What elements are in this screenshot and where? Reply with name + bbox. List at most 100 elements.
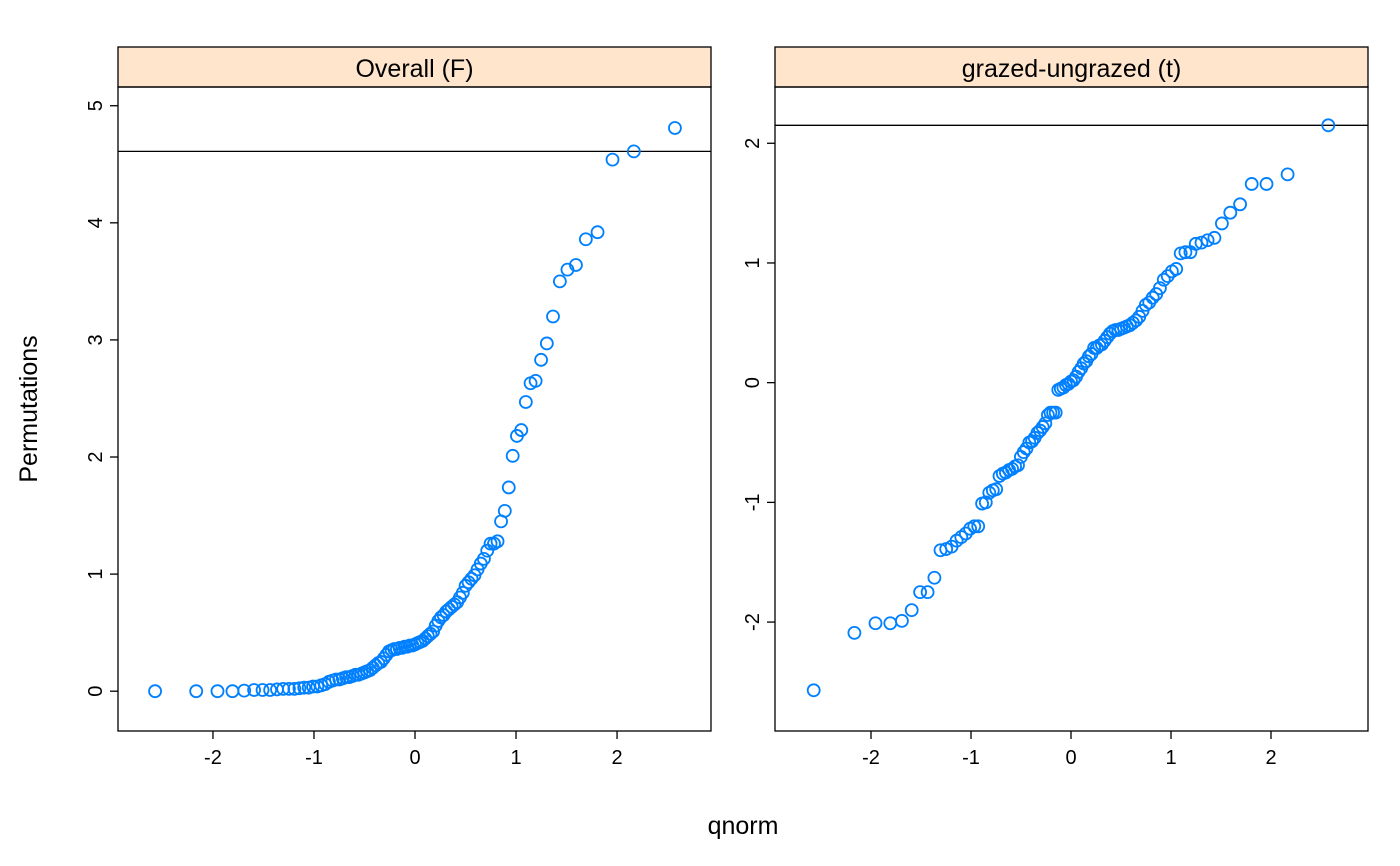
point bbox=[255, 683, 270, 697]
point bbox=[982, 485, 997, 500]
point bbox=[483, 536, 498, 551]
y-tick-label: 4 bbox=[85, 217, 107, 228]
point bbox=[578, 232, 593, 247]
point bbox=[1129, 313, 1143, 328]
point bbox=[668, 121, 682, 135]
x-tick-label: -2 bbox=[204, 747, 222, 769]
point bbox=[477, 551, 491, 566]
point bbox=[148, 684, 162, 699]
point bbox=[464, 571, 479, 586]
x-tick-label: -2 bbox=[862, 747, 880, 769]
point bbox=[1153, 281, 1167, 296]
x-tick-label: -1 bbox=[305, 747, 323, 769]
point bbox=[895, 613, 909, 628]
point bbox=[605, 152, 620, 167]
y-tick-label: 5 bbox=[85, 100, 107, 111]
point bbox=[1011, 458, 1025, 473]
y-tick-label: 0 bbox=[742, 377, 764, 388]
point bbox=[1138, 297, 1153, 312]
x-tick-label: 1 bbox=[510, 747, 521, 769]
point bbox=[883, 616, 898, 631]
point bbox=[501, 480, 516, 495]
x-tick-label: -1 bbox=[962, 747, 980, 769]
panel-frame bbox=[774, 86, 1369, 732]
strip-title: Overall (F) bbox=[355, 55, 473, 83]
y-tick-label: 2 bbox=[742, 138, 764, 149]
point bbox=[904, 603, 919, 618]
point bbox=[287, 681, 302, 696]
strip bbox=[117, 46, 712, 88]
strip bbox=[774, 46, 1369, 88]
point bbox=[913, 585, 927, 600]
strip-title: grazed-ungrazed (t) bbox=[962, 55, 1182, 83]
point bbox=[920, 585, 935, 600]
y-axis-label: Permutations bbox=[15, 335, 43, 482]
point bbox=[455, 585, 470, 600]
point bbox=[546, 309, 560, 324]
point bbox=[626, 144, 641, 159]
point bbox=[1169, 262, 1184, 276]
point bbox=[534, 352, 548, 367]
x-tick-label: 1 bbox=[1165, 747, 1176, 769]
point bbox=[282, 681, 296, 696]
y-tick-label: 2 bbox=[85, 451, 107, 462]
panel-frame bbox=[117, 86, 712, 732]
point bbox=[1156, 272, 1171, 287]
point bbox=[806, 683, 821, 698]
point bbox=[247, 683, 261, 697]
point bbox=[225, 684, 240, 699]
point bbox=[1280, 167, 1295, 182]
y-tick-label: 1 bbox=[85, 569, 107, 580]
point bbox=[497, 503, 512, 518]
point bbox=[189, 684, 204, 699]
y-tick-label: 3 bbox=[85, 334, 107, 345]
point bbox=[487, 536, 501, 551]
point bbox=[297, 680, 312, 695]
point bbox=[847, 625, 862, 640]
x-tick-label: 2 bbox=[1265, 747, 1276, 769]
point bbox=[1038, 416, 1053, 431]
y-tick-label: 1 bbox=[742, 257, 764, 268]
point bbox=[1233, 197, 1247, 212]
x-axis-label: qnorm bbox=[708, 812, 779, 840]
point bbox=[1194, 235, 1209, 250]
y-tick-label: -1 bbox=[742, 493, 764, 511]
x-tick-label: 0 bbox=[409, 747, 420, 769]
y-tick-label: -2 bbox=[742, 613, 764, 631]
y-tick-label: 0 bbox=[85, 686, 107, 697]
point bbox=[528, 373, 543, 388]
point bbox=[292, 681, 307, 696]
point bbox=[1223, 205, 1238, 220]
point bbox=[514, 423, 529, 437]
point bbox=[1259, 177, 1274, 191]
point bbox=[954, 530, 969, 544]
point bbox=[1244, 177, 1259, 191]
point bbox=[1160, 269, 1175, 284]
point bbox=[927, 570, 942, 585]
point bbox=[1215, 216, 1229, 231]
point bbox=[490, 534, 505, 549]
point bbox=[1178, 245, 1193, 260]
point bbox=[329, 672, 343, 687]
point bbox=[1207, 230, 1222, 245]
point bbox=[978, 495, 993, 510]
point bbox=[1048, 405, 1063, 420]
point bbox=[590, 225, 605, 240]
point bbox=[552, 274, 567, 289]
point bbox=[1200, 233, 1215, 248]
point bbox=[210, 684, 225, 699]
point bbox=[958, 526, 973, 541]
point bbox=[518, 395, 533, 409]
x-tick-label: 2 bbox=[611, 747, 622, 769]
point bbox=[263, 683, 278, 697]
x-tick-label: 0 bbox=[1065, 747, 1076, 769]
point bbox=[989, 482, 1004, 497]
point bbox=[868, 616, 883, 631]
point bbox=[971, 519, 986, 534]
point bbox=[1145, 290, 1160, 305]
point bbox=[569, 258, 583, 272]
point bbox=[237, 683, 252, 698]
point bbox=[1035, 420, 1050, 434]
point bbox=[1321, 118, 1336, 133]
